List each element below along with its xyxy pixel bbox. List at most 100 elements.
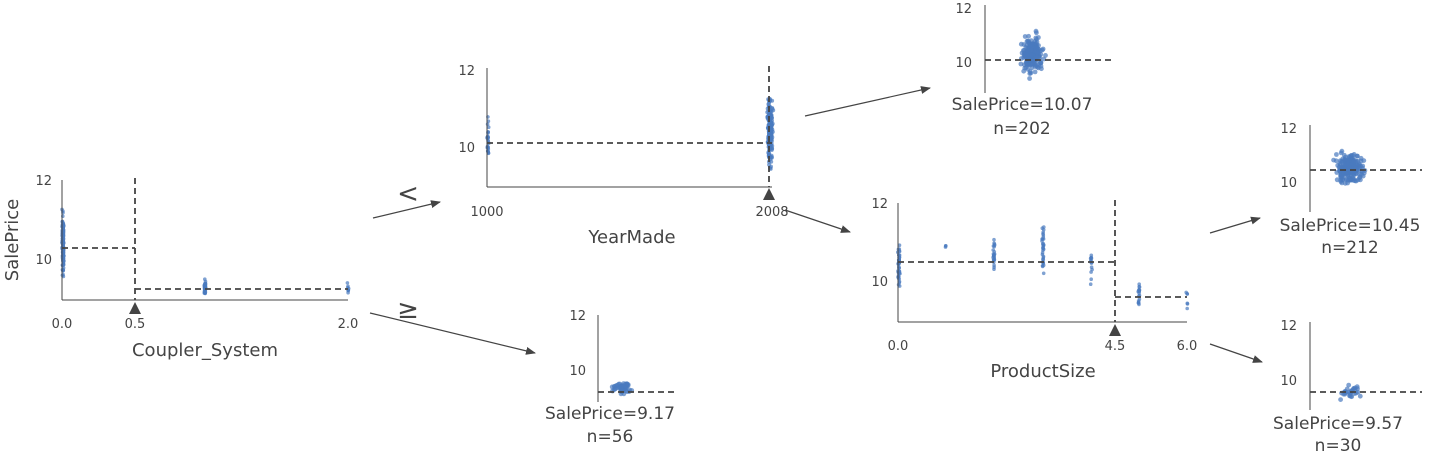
scatter-point [992,241,996,245]
scatter-point [613,386,618,391]
scatter-point [1041,245,1045,250]
scatter-point [1022,34,1028,39]
node-yearmade: 12 10 1000 2008 YearMade [458,64,788,248]
edge-label-less-than: < [397,179,419,209]
leaf-a-ytick-12: 12 [569,309,586,324]
productsize-ytick-10: 10 [871,275,888,290]
edge-arrow-yearmade-to-leaf-b [804,86,931,117]
scatter-point [1338,397,1343,402]
scatter-point [1334,177,1340,183]
productsize-feature-label: ProductSize [990,361,1095,382]
scatter-point [1026,39,1032,44]
scatter-point [1357,393,1363,399]
edge-arrow-root-to-leaf-a [369,312,536,355]
scatter-point [1089,270,1093,274]
productsize-scatter-points [896,225,1190,311]
scatter-point [1033,35,1039,41]
scatter-point [944,244,948,248]
root-ytick-10: 10 [35,253,52,268]
root-ylabel: SalePrice [2,199,23,281]
scatter-point [1089,265,1094,270]
leaf-d-ytick-10: 10 [1280,374,1297,389]
scatter-point [1340,177,1345,183]
root-scatter-points [60,207,351,296]
scatter-point [767,112,772,117]
scatter-point [766,151,771,156]
leaf-b-saleprice: SalePrice=10.07 [952,95,1093,115]
scatter-point [61,230,66,234]
leaf-c-scatter-points [1331,148,1368,186]
scatter-point [992,250,997,254]
scatter-point [1036,62,1042,68]
scatter-point [1027,76,1032,81]
leaf-c-ytick-10: 10 [1280,176,1297,191]
scatter-point [1358,177,1363,183]
scatter-point [1360,173,1366,179]
scatter-point [896,270,901,275]
scatter-point [1338,150,1344,156]
scatter-point [1137,302,1141,307]
root-split-marker [129,302,141,314]
leaf-b-scatter-points [1018,28,1048,81]
productsize-xtick-2: 6.0 [1177,339,1198,354]
leaf-a-saleprice: SalePrice=9.17 [545,404,675,424]
scatter-point [1089,253,1094,258]
scatter-point [1089,256,1094,261]
yearmade-xtick-0: 1000 [470,205,503,220]
scatter-point [1026,33,1031,39]
leaf-node-c: 12 10 SalePrice=10.45 n=212 [1280,122,1422,258]
root-xtick-2: 2.0 [338,317,359,332]
leaf-a-scatter-points [609,381,635,397]
scatter-point [1185,301,1190,306]
scatter-point [1030,58,1035,63]
scatter-point [1357,161,1362,167]
root-ytick-12: 12 [35,174,52,189]
scatter-point [1033,55,1039,60]
edge-arrow-productsize-to-leaf-c [1209,216,1261,234]
scatter-point [1041,255,1046,260]
leaf-d-saleprice: SalePrice=9.57 [1273,414,1403,434]
yearmade-ytick-12: 12 [458,64,475,79]
yearmade-split-marker [763,188,775,200]
scatter-point [992,258,996,262]
scatter-point [1349,394,1355,400]
scatter-point [769,132,774,137]
scatter-point [1088,282,1093,287]
leaf-node-d: 12 10 SalePrice=9.57 n=30 [1273,319,1422,454]
scatter-point [1029,47,1034,53]
scatter-point [770,123,774,128]
scatter-point [1041,228,1046,232]
productsize-split-marker [1109,324,1121,336]
leaf-d-n: n=30 [1315,436,1362,454]
scatter-point [1033,28,1039,34]
productsize-xtick-0: 0.0 [888,339,909,354]
scatter-point [1040,237,1044,241]
scatter-point [1137,297,1142,302]
scatter-point [1339,173,1345,179]
edge-arrow-yearmade-to-productsize [784,209,851,233]
scatter-point [1333,158,1339,164]
scatter-point [1041,233,1046,237]
leaf-a-ytick-10: 10 [569,364,586,379]
edge-arrow-root-to-yearmade [372,200,441,219]
scatter-point [1344,177,1349,183]
yearmade-feature-label: YearMade [587,227,675,248]
leaf-c-n: n=212 [1321,238,1378,258]
scatter-point [203,290,207,295]
scatter-point [1033,45,1038,51]
scatter-point [897,284,902,288]
leaf-c-saleprice: SalePrice=10.45 [1280,216,1421,236]
scatter-point [1030,41,1035,47]
leaf-a-n: n=56 [587,427,634,447]
productsize-xtick-1: 4.5 [1105,339,1126,354]
scatter-point [992,237,996,242]
leaf-d-scatter-points [1338,382,1363,402]
scatter-point [62,224,66,228]
scatter-point [1024,61,1029,66]
scatter-point [1021,52,1027,58]
scatter-point [1137,288,1141,292]
scatter-point [1137,282,1141,287]
scatter-point [1355,386,1360,392]
scatter-point [1040,252,1045,257]
